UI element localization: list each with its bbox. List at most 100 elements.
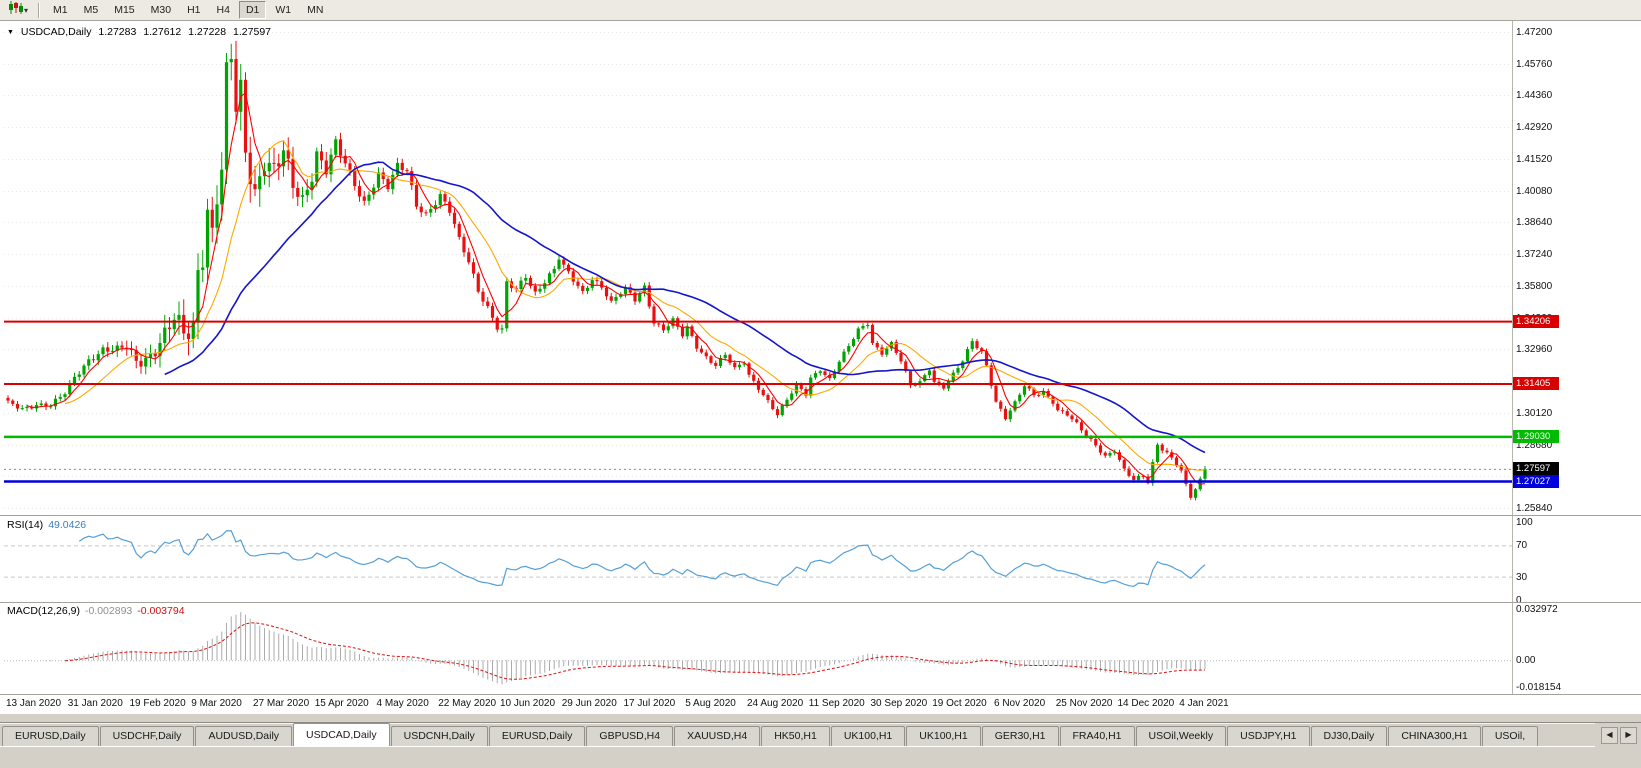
time-axis-border <box>0 694 1641 695</box>
chart-tab[interactable]: UK100,H1 <box>830 726 906 746</box>
macd-main-value: -0.002893 <box>84 605 133 617</box>
price-axis-label: 1.45760 <box>1516 58 1553 70</box>
timeframe-button-m15[interactable]: M15 <box>114 4 135 16</box>
chart-type-button[interactable]: ▾ <box>4 0 32 21</box>
tab-scroll-right-icon[interactable]: ▶ <box>1620 726 1637 744</box>
chart-tab[interactable]: EURUSD,Daily <box>488 726 586 746</box>
price-axis-label: 1.40080 <box>1516 185 1553 197</box>
price-axis-label: 1.37240 <box>1516 249 1553 261</box>
price-axis-label: 1.47200 <box>1516 27 1553 38</box>
price-axis-label: 1.38640 <box>1516 217 1553 229</box>
timeframe-buttons: M1 M5 M15 M30 H1 H4 D1 W1 MN <box>45 1 331 19</box>
time-axis-label: 15 Apr 2020 <box>314 698 369 709</box>
time-axis-label: 11 Sep 2020 <box>808 698 865 709</box>
time-axis-label: 27 Mar 2020 <box>253 698 310 709</box>
timeframe-button-mn[interactable]: MN <box>307 4 324 16</box>
rsi-axis-label: 70 <box>1516 540 1528 552</box>
chart-tab[interactable]: USOil, <box>1481 726 1539 746</box>
chart-tab[interactable]: XAUUSD,H4 <box>674 726 761 746</box>
collapse-arrow-icon[interactable]: ▼ <box>7 29 14 36</box>
macd-signal-value: -0.003794 <box>137 605 185 617</box>
timeframe-button-m5[interactable]: M5 <box>83 4 99 16</box>
time-axis-label: 31 Jan 2020 <box>67 698 123 709</box>
timeframe-button-d1[interactable]: D1 <box>238 1 267 19</box>
support-price-tag[interactable]: 1.29030 <box>1513 430 1559 444</box>
pane-separator-rsi[interactable] <box>0 515 1641 516</box>
rsi-axis-label: 0 <box>1516 595 1522 606</box>
time-axis-label: 19 Feb 2020 <box>129 698 186 709</box>
timeframe-button-m1[interactable]: M1 <box>53 4 68 16</box>
pane-separator-macd[interactable] <box>0 602 1641 603</box>
chart-tab[interactable]: EURUSD,Daily <box>2 726 99 746</box>
price-axis-label: 1.30120 <box>1516 407 1553 419</box>
chart-tab-bar: EURUSD,Daily USDCHF,Daily AUDUSD,Daily USDC… <box>0 722 1641 746</box>
timeframe-toolbar: ▾ M1 M5 M15 M30 H1 H4 D1 W1 MN <box>0 0 1641 21</box>
timeframe-button-w1[interactable]: W1 <box>275 4 292 16</box>
macd-name: MACD(12,26,9) <box>7 605 80 617</box>
chart-tab[interactable]: HK50,H1 <box>761 726 830 746</box>
chart-tab[interactable]: FRA40,H1 <box>1059 726 1135 746</box>
resistance-price-tag[interactable]: 1.31405 <box>1513 377 1559 391</box>
time-axis-label: 14 Dec 2020 <box>1117 698 1175 709</box>
time-axis-label: 6 Nov 2020 <box>994 698 1046 709</box>
price-axis-label: 1.28680 <box>1516 439 1553 451</box>
macd-axis-min: -0.018154 <box>1516 682 1562 693</box>
support-price-tag[interactable]: 1.27027 <box>1513 475 1559 489</box>
chart-tab[interactable]: GER30,H1 <box>981 726 1059 746</box>
chart-tab[interactable]: USDJPY,H1 <box>1227 726 1310 746</box>
time-axis-label: 30 Sep 2020 <box>870 698 928 709</box>
price-scale-border <box>1512 21 1513 694</box>
time-axis-label: 4 May 2020 <box>376 698 429 709</box>
rsi-axis-label: 30 <box>1516 571 1528 583</box>
chart-tab[interactable]: DJ30,Daily <box>1310 726 1388 746</box>
chevron-down-icon: ▾ <box>24 5 29 15</box>
chart-tab[interactable]: UK100,H1 <box>906 726 981 746</box>
chart-tab[interactable]: USDCNH,Daily <box>390 726 488 746</box>
chart-tab[interactable]: AUDUSD,Daily <box>195 726 293 746</box>
current-price-tag: 1.27597 <box>1513 462 1559 476</box>
time-axis-label: 22 May 2020 <box>438 698 497 709</box>
chart-tab[interactable]: USDCAD,Daily <box>293 723 390 746</box>
time-axis-label: 10 Jun 2020 <box>500 698 556 709</box>
price-axis-label: 1.41520 <box>1516 153 1553 165</box>
chart-tab[interactable]: CHINA300,H1 <box>1388 726 1481 746</box>
macd-axis-zero: 0.00 <box>1516 655 1536 667</box>
chart-tab[interactable]: USOil,Weekly <box>1135 726 1227 746</box>
time-axis-label: 17 Jul 2020 <box>623 698 676 709</box>
chart-title: ▼ USDCAD,Daily 1.27283 1.27612 1.27228 1… <box>7 26 275 38</box>
timeframe-button-h4[interactable]: H4 <box>216 4 230 16</box>
price-axis-label: 1.42920 <box>1516 122 1553 134</box>
time-axis-label: 19 Oct 2020 <box>932 698 987 709</box>
rsi-name: RSI(14) <box>7 519 44 531</box>
chart-tab[interactable]: GBPUSD,H4 <box>586 726 674 746</box>
time-axis-label: 13 Jan 2020 <box>6 698 62 709</box>
time-axis-label: 25 Nov 2020 <box>1055 698 1113 709</box>
status-bar <box>0 746 1641 768</box>
price-axis-label: 1.44360 <box>1516 90 1553 102</box>
timeframe-button-h1[interactable]: H1 <box>187 4 201 16</box>
open-value: 1.27283 <box>98 26 137 38</box>
resistance-price-tag[interactable]: 1.34206 <box>1513 315 1559 329</box>
time-axis-label: 4 Jan 2021 <box>1179 698 1229 709</box>
time-axis-label: 9 Mar 2020 <box>191 698 242 709</box>
close-value: 1.27597 <box>233 26 272 38</box>
high-value: 1.27612 <box>143 26 182 38</box>
price-axis-label: 1.25840 <box>1516 503 1553 514</box>
price-axis-label: 1.32960 <box>1516 344 1553 356</box>
chart-tab[interactable]: USDCHF,Daily <box>99 726 195 746</box>
time-axis-label: 29 Jun 2020 <box>561 698 617 709</box>
macd-label: MACD(12,26,9) -0.002893 -0.003794 <box>7 605 190 617</box>
tab-scroll-left-icon[interactable]: ◀ <box>1601 726 1618 744</box>
low-value: 1.27228 <box>188 26 227 38</box>
candlestick-chart-icon <box>8 1 23 19</box>
macd-axis-max: 0.032972 <box>1516 604 1558 615</box>
rsi-value: 49.0426 <box>48 519 87 531</box>
toolbar-separator <box>38 2 40 18</box>
rsi-label: RSI(14) 49.0426 <box>7 519 91 531</box>
timeframe-button-m30[interactable]: M30 <box>150 4 172 16</box>
price-axis-label: 1.35800 <box>1516 280 1553 292</box>
tab-scroll-arrows: ◀ ▶ <box>1595 722 1641 747</box>
time-axis-label: 5 Aug 2020 <box>685 698 736 709</box>
